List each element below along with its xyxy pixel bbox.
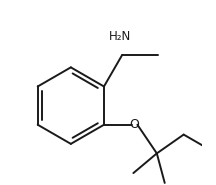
Text: H₂N: H₂N [109, 30, 131, 43]
Text: O: O [130, 118, 140, 131]
